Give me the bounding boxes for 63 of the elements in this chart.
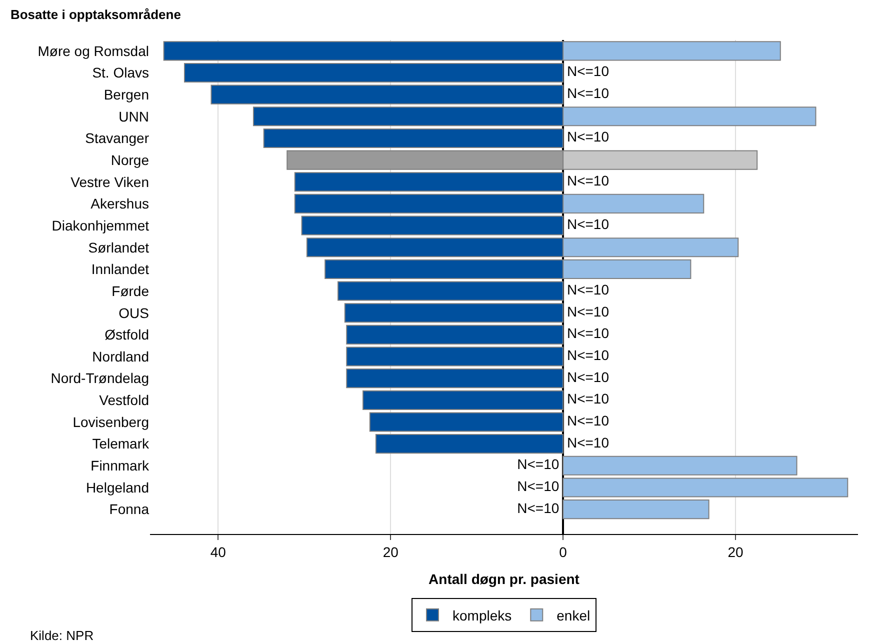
y-tick-label: OUS <box>118 304 149 321</box>
y-tick-label: Helgeland <box>86 479 149 496</box>
x-tick-label: 40 <box>210 544 226 560</box>
text: N<=10 <box>566 368 610 385</box>
text: N<=10 <box>566 216 610 232</box>
y-tick-label: Stavanger <box>85 130 150 146</box>
text: N<=10 <box>566 128 610 145</box>
bar <box>338 281 564 301</box>
text: N<=10 <box>566 282 610 298</box>
text: N<=10 <box>566 390 610 407</box>
bar <box>344 303 564 323</box>
text: N<=10 <box>566 325 610 342</box>
x-tick-label: 20 <box>382 544 399 560</box>
y-tick-label: Vestfold <box>99 392 149 408</box>
x-tick-label: 0 <box>559 544 568 560</box>
text: N<=10 <box>566 303 610 320</box>
text: N<=10 <box>566 85 610 102</box>
text: N<=10 <box>566 172 610 188</box>
bar <box>562 500 710 520</box>
text: N<=10 <box>566 434 610 450</box>
x-tick-label: 20 <box>728 544 744 560</box>
legend-label: kompleks <box>452 607 512 624</box>
chart-title: Bosatte i opptaksområdene <box>10 6 181 22</box>
text: N<=10 <box>566 63 610 80</box>
y-tick-label: Bergen <box>104 86 149 102</box>
y-tick-label: Sørlandet <box>88 239 150 256</box>
y-tick-label: Nordland <box>92 348 149 364</box>
y-tick-label: Nord-Trøndelag <box>50 370 149 386</box>
y-tick-label: Lovisenberg <box>72 414 149 430</box>
y-tick-label: Vestre Viken <box>70 174 149 190</box>
text: Kilde: NPR <box>30 628 94 643</box>
text: N<=10 <box>566 347 610 363</box>
bar <box>362 390 564 410</box>
y-tick-label: Akershus <box>90 196 149 212</box>
bar <box>562 456 798 476</box>
bar <box>210 84 564 104</box>
bar <box>346 346 564 366</box>
y-tick-label: Norge <box>110 152 150 168</box>
legend-label: enkel <box>556 607 590 624</box>
bar <box>346 324 564 344</box>
text: N<=10 <box>566 412 610 428</box>
y-tick-label: St. Olavs <box>92 64 149 81</box>
y-tick-label: Førde <box>112 282 150 299</box>
y-tick-label: Innlandet <box>91 261 150 278</box>
bar <box>301 216 564 236</box>
y-tick-label: Diakonhjemmet <box>52 217 150 234</box>
bar <box>375 434 564 454</box>
bar <box>369 412 564 432</box>
y-tick-label: Finnmark <box>90 458 150 474</box>
bar <box>346 368 564 388</box>
y-tick-label: Telemark <box>92 436 150 452</box>
y-tick-label: Fonna <box>109 501 150 518</box>
x-axis-title: Antall døgn pr. pasient <box>428 571 580 588</box>
bar <box>263 128 564 148</box>
bar <box>562 478 848 498</box>
y-tick-label: UNN <box>118 108 149 124</box>
y-tick-label: Østfold <box>104 326 149 343</box>
text: N<=10 <box>517 478 560 494</box>
bar <box>184 62 564 83</box>
text: N<=10 <box>517 500 560 516</box>
text: N<=10 <box>517 456 560 472</box>
y-tick-label: Møre og Romsdal <box>38 42 149 59</box>
bar <box>294 172 564 192</box>
